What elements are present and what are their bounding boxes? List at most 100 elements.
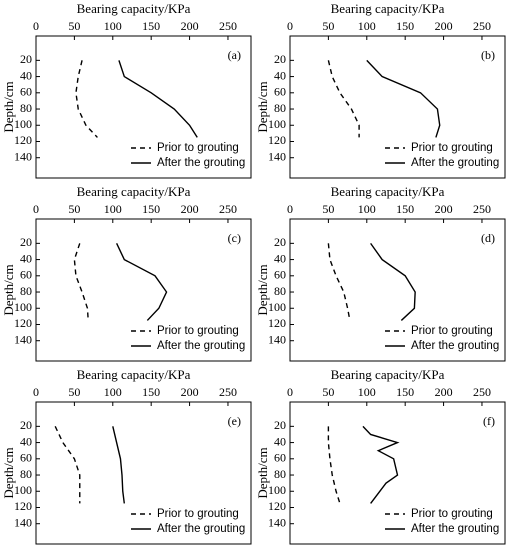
y-tick-label: 80 <box>274 101 286 115</box>
x-tick-label: 0 <box>287 202 293 216</box>
legend-label: After the grouting <box>411 340 499 352</box>
y-tick-label: 140 <box>268 515 286 529</box>
y-tick-label: 20 <box>274 418 286 432</box>
x-tick-label: 50 <box>322 202 334 216</box>
x-tick-label: 100 <box>104 385 122 399</box>
y-axis-title: Depth/cm <box>1 81 16 132</box>
y-tick-label: 120 <box>268 499 286 513</box>
legend-label: After the grouting <box>411 157 499 169</box>
panel-label: (f) <box>483 414 495 428</box>
x-axis-title: Bearing capacity/KPa <box>331 367 445 382</box>
y-tick-label: 120 <box>14 316 32 330</box>
y-tick-label: 40 <box>274 68 286 82</box>
x-tick-label: 200 <box>181 19 199 33</box>
panel-label: (d) <box>481 231 495 245</box>
legend-label: After the grouting <box>157 523 245 535</box>
data-line <box>362 425 400 504</box>
x-tick-label: 50 <box>68 202 80 216</box>
y-tick-label: 20 <box>20 418 32 432</box>
x-tick-label: 250 <box>219 202 237 216</box>
data-line <box>54 426 81 504</box>
x-tick-label: 50 <box>322 19 334 33</box>
legend-label: Prior to grouting <box>157 142 239 154</box>
x-tick-label: 0 <box>33 385 39 399</box>
x-axis-title: Bearing capacity/KPa <box>77 184 191 199</box>
x-tick-label: 50 <box>322 385 334 399</box>
x-tick-label: 250 <box>473 19 491 33</box>
y-tick-label: 100 <box>14 300 32 314</box>
x-axis-title: Bearing capacity/KPa <box>77 367 191 382</box>
legend-label: Prior to grouting <box>411 325 493 337</box>
y-tick-label: 40 <box>20 68 32 82</box>
x-tick-label: 200 <box>435 385 453 399</box>
y-tick-label: 120 <box>268 133 286 147</box>
y-tick-label: 60 <box>274 451 286 465</box>
y-tick-label: 120 <box>14 133 32 147</box>
x-tick-label: 0 <box>287 385 293 399</box>
legend-label: After the grouting <box>411 523 499 535</box>
plot-frame <box>35 401 252 545</box>
x-tick-label: 0 <box>33 202 39 216</box>
legend-label: Prior to grouting <box>411 508 493 520</box>
data-line <box>327 426 341 504</box>
legend-label: Prior to grouting <box>411 142 493 154</box>
y-axis-title: Depth/cm <box>255 264 270 315</box>
x-axis-title: Bearing capacity/KPa <box>331 184 445 199</box>
data-line <box>112 426 125 504</box>
y-tick-label: 60 <box>274 268 286 282</box>
y-tick-label: 140 <box>14 332 32 346</box>
y-tick-label: 20 <box>20 52 32 66</box>
x-tick-label: 0 <box>287 19 293 33</box>
x-tick-label: 200 <box>435 202 453 216</box>
y-tick-label: 80 <box>274 284 286 298</box>
x-tick-label: 250 <box>473 202 491 216</box>
y-tick-label: 40 <box>274 251 286 265</box>
y-tick-label: 120 <box>268 316 286 330</box>
panel-label: (e) <box>228 414 241 428</box>
data-line <box>327 243 351 321</box>
y-tick-label: 40 <box>274 434 286 448</box>
y-tick-label: 100 <box>268 300 286 314</box>
data-line <box>118 60 198 138</box>
panel-label: (b) <box>481 48 495 62</box>
x-tick-label: 150 <box>396 19 414 33</box>
data-line <box>370 242 416 321</box>
y-tick-label: 60 <box>274 85 286 99</box>
x-tick-label: 50 <box>68 385 80 399</box>
x-tick-label: 100 <box>104 19 122 33</box>
y-tick-label: 140 <box>268 332 286 346</box>
legend-label: After the grouting <box>157 340 245 352</box>
x-tick-label: 250 <box>473 385 491 399</box>
panel-label: (a) <box>228 48 241 62</box>
x-tick-label: 100 <box>358 202 376 216</box>
x-tick-label: 150 <box>396 202 414 216</box>
y-tick-label: 60 <box>20 268 32 282</box>
y-tick-label: 100 <box>14 117 32 131</box>
y-tick-label: 140 <box>14 515 32 529</box>
y-tick-label: 80 <box>274 467 286 481</box>
x-tick-label: 250 <box>219 385 237 399</box>
plot-frame <box>289 401 506 545</box>
x-tick-label: 200 <box>181 385 199 399</box>
y-tick-label: 80 <box>20 467 32 481</box>
panel-label: (c) <box>228 231 241 245</box>
plot-frame <box>35 218 252 362</box>
y-tick-label: 100 <box>14 483 32 497</box>
y-axis-title: Depth/cm <box>255 447 270 498</box>
plot-frame <box>289 35 506 179</box>
x-tick-label: 0 <box>33 19 39 33</box>
x-tick-label: 100 <box>104 202 122 216</box>
x-tick-label: 150 <box>396 385 414 399</box>
x-tick-label: 150 <box>142 385 160 399</box>
x-tick-label: 200 <box>181 202 199 216</box>
y-tick-label: 140 <box>268 149 286 163</box>
x-tick-label: 150 <box>142 19 160 33</box>
plot-frame <box>289 218 506 362</box>
y-tick-label: 100 <box>268 117 286 131</box>
y-tick-label: 60 <box>20 85 32 99</box>
x-tick-label: 100 <box>358 385 376 399</box>
legend-label: Prior to grouting <box>157 325 239 337</box>
legend-label: Prior to grouting <box>157 508 239 520</box>
y-axis-title: Depth/cm <box>255 81 270 132</box>
